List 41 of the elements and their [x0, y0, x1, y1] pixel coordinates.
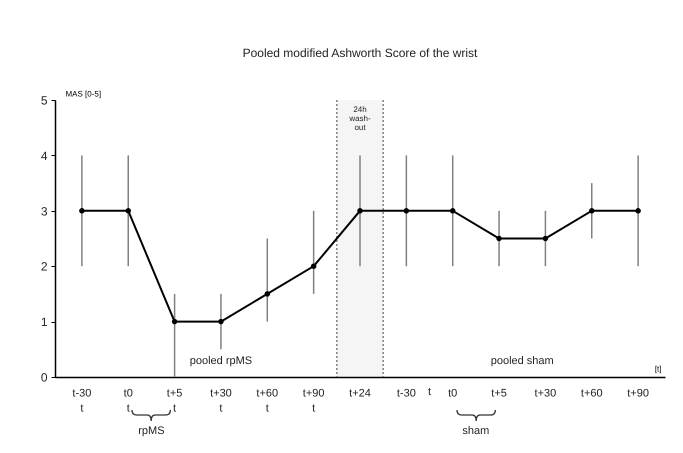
x-tick-label: t+30: [534, 388, 556, 400]
x-tick-label: t+5 t: [166, 388, 182, 414]
point: [635, 208, 641, 214]
x-tick-label: t+24: [349, 388, 371, 400]
point: [357, 208, 363, 214]
y-tick-label: 1: [40, 315, 48, 330]
x-tick-label: t0: [448, 388, 458, 400]
point: [496, 236, 502, 242]
text: t: [428, 386, 432, 399]
x-tick-label: t+90 t: [302, 388, 325, 414]
text: rpMS: [138, 425, 165, 438]
x-tick-label: t+30 t: [210, 388, 232, 414]
y-tick-label: 4: [40, 148, 48, 163]
point: [172, 318, 178, 324]
point: [310, 263, 316, 269]
y-tick-label: 0: [40, 370, 48, 384]
annotation: pooled rpMS: [190, 355, 252, 368]
y-axis-title: MAS [0-5]: [66, 90, 102, 98]
y-tick-label: 3: [40, 204, 48, 218]
point: [404, 208, 410, 214]
text: sham: [462, 425, 490, 438]
x-tick-label: t+5: [491, 388, 507, 400]
x-axis-title: [t]: [654, 364, 662, 374]
x-tick-label: t+60 t: [256, 388, 278, 414]
x-tick-label: t0 t: [124, 388, 133, 414]
annotation: pooled sham: [490, 355, 554, 368]
point: [126, 208, 131, 214]
point: [218, 318, 224, 324]
band-label: 24h wash- out: [348, 105, 372, 132]
x-tick-label: t-30 t: [72, 388, 92, 414]
y-tick-label: 5: [40, 94, 48, 108]
x-tick-label: t+60: [580, 388, 603, 400]
chart-title: Pooled modified Ashworth Score of the wrist: [242, 46, 478, 60]
y-tick-label: 2: [40, 260, 48, 274]
x-tick-label: t-30: [396, 388, 416, 400]
x-tick-label: t+90: [627, 388, 649, 400]
point: [589, 208, 594, 214]
point: [542, 236, 548, 242]
point: [264, 291, 270, 297]
point: [79, 208, 85, 214]
point: [450, 208, 456, 214]
